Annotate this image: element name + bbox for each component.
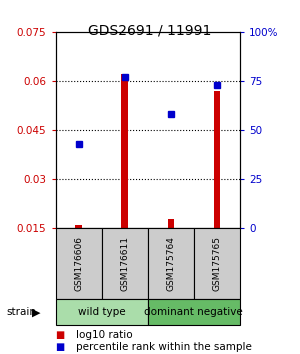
Bar [122, 74, 128, 228]
Bar [168, 218, 174, 228]
Bar [56, 228, 102, 299]
Text: GDS2691 / 11991: GDS2691 / 11991 [88, 23, 212, 37]
Text: GSM176606: GSM176606 [74, 236, 83, 291]
Text: percentile rank within the sample: percentile rank within the sample [76, 342, 252, 352]
Text: GSM175765: GSM175765 [212, 236, 221, 291]
Bar [194, 228, 240, 299]
Text: GSM176611: GSM176611 [120, 236, 129, 291]
Bar [75, 225, 82, 228]
Bar [148, 299, 240, 325]
Text: wild type: wild type [78, 307, 125, 317]
Bar [214, 91, 220, 228]
Text: ■: ■ [56, 330, 65, 339]
Text: dominant negative: dominant negative [145, 307, 243, 317]
Text: strain: strain [6, 307, 36, 317]
Text: ■: ■ [56, 342, 65, 352]
Bar [148, 228, 194, 299]
Bar [102, 228, 148, 299]
Text: ▶: ▶ [32, 308, 40, 318]
Text: log10 ratio: log10 ratio [76, 330, 133, 339]
Bar [56, 299, 148, 325]
Text: GSM175764: GSM175764 [166, 236, 175, 291]
